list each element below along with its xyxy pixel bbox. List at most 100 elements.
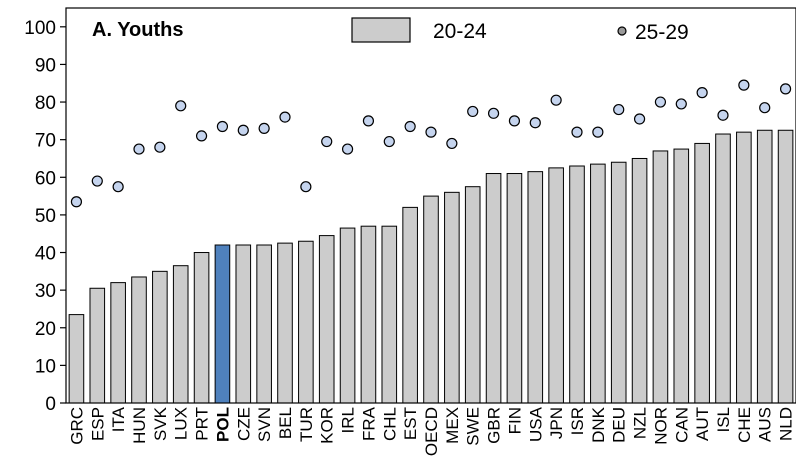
x-label-isr: ISR [568, 407, 587, 435]
legend-bar-swatch [351, 17, 411, 43]
dot-mex [446, 137, 458, 150]
bar-est [402, 206, 418, 404]
y-tick-label: 0 [45, 394, 56, 415]
dot-che [738, 79, 750, 91]
x-label-isl: ISL [714, 407, 733, 433]
bar-chl [381, 225, 398, 404]
dot-fra [362, 115, 375, 127]
x-label-bel: BEL [276, 407, 295, 439]
dot-fin [508, 115, 521, 127]
dot-pol [216, 120, 229, 133]
y-tick-label: 80 [35, 93, 56, 114]
y-tick-label: 10 [35, 356, 56, 377]
dot-isr [571, 126, 583, 138]
x-label-nzl: NZL [631, 407, 650, 439]
dot-lux [175, 100, 187, 112]
x-label-est: EST [401, 407, 420, 440]
bar-irl [339, 227, 356, 404]
dot-nzl [633, 113, 646, 125]
x-label-mex: MEX [443, 407, 462, 444]
plot-frame [65, 7, 796, 404]
bar-pol [214, 244, 231, 404]
x-label-chl: CHL [380, 407, 399, 441]
bar-lux [172, 265, 189, 404]
bar-dnk [590, 163, 606, 404]
x-label-prt: PRT [193, 407, 212, 441]
bars [68, 129, 794, 404]
x-label-svk: SVK [151, 406, 170, 441]
dot-isl [717, 109, 729, 121]
x-label-nor: NOR [651, 407, 670, 445]
x-label-can: CAN [672, 407, 691, 443]
bar-cze [235, 244, 252, 404]
bar-esp [89, 287, 106, 404]
x-label-fra: FRA [359, 406, 378, 441]
x-label-gbr: GBR [485, 407, 504, 444]
x-label-hun: HUN [130, 407, 149, 444]
bar-oecd [423, 195, 439, 404]
dot-deu [613, 103, 625, 116]
dot-chl [383, 135, 395, 148]
y-tick-label: 60 [35, 168, 56, 189]
dot-nld [779, 83, 792, 95]
dot-aus [759, 102, 771, 114]
dot-can [675, 98, 687, 110]
x-label-esp: ESP [88, 407, 107, 441]
dot-nor [654, 96, 667, 108]
bar-can [673, 148, 690, 404]
bar-prt [193, 252, 210, 404]
bar-nor [652, 150, 669, 404]
x-label-cze: CZE [234, 407, 253, 441]
legend-bar-label: 20-24 [433, 20, 487, 43]
bar-kor [318, 235, 335, 404]
bar-gbr [485, 173, 502, 404]
y-tick-label: 20 [35, 319, 56, 340]
x-label-tur: TUR [297, 407, 316, 442]
x-label-svn: SVN [255, 407, 274, 442]
dot-aut [696, 87, 708, 99]
x-label-jpn: JPN [547, 407, 566, 439]
legend-dot-label: 25-29 [635, 21, 689, 44]
bar-aut [694, 142, 710, 404]
bar-jpn [548, 167, 564, 404]
dot-tur [300, 181, 312, 193]
x-label-pol: POL [213, 407, 232, 442]
y-tick-label: 100 [24, 18, 56, 39]
bar-deu [610, 161, 627, 404]
y-tick-label: 50 [35, 206, 56, 227]
dot-bel [279, 111, 291, 123]
bar-isl [715, 133, 731, 404]
bar-isr [569, 165, 585, 404]
x-label-dnk: DNK [589, 406, 608, 443]
dot-hun [133, 143, 145, 155]
bar-che [736, 131, 752, 404]
legend: 20-24 25-29 [351, 17, 689, 44]
x-label-lux: LUX [172, 407, 191, 440]
bar-hun [131, 276, 147, 404]
dot-svk [154, 141, 166, 153]
dots [70, 79, 792, 208]
x-label-aus: AUS [756, 407, 775, 442]
dot-jpn [550, 94, 562, 106]
bar-svn [256, 244, 272, 404]
bar-fra [360, 225, 377, 404]
x-label-fin: FIN [505, 407, 524, 434]
dot-oecd [425, 126, 437, 138]
dot-swe [467, 105, 479, 118]
x-label-ita: ITA [109, 406, 128, 432]
bar-ita [110, 282, 126, 404]
x-label-irl: IRL [339, 407, 358, 433]
x-label-kor: KOR [318, 407, 337, 444]
dot-irl [341, 143, 354, 155]
y-tick-label: 40 [35, 244, 56, 265]
y-tick-label: 70 [35, 131, 56, 152]
bar-nzl [631, 157, 648, 404]
x-label-deu: DEU [610, 407, 629, 443]
dot-svn [258, 122, 270, 134]
dot-gbr [487, 107, 500, 119]
bar-tur [298, 240, 314, 404]
x-label-usa: USA [526, 406, 545, 442]
x-label-swe: SWE [464, 407, 483, 446]
bar-aus [756, 129, 773, 404]
